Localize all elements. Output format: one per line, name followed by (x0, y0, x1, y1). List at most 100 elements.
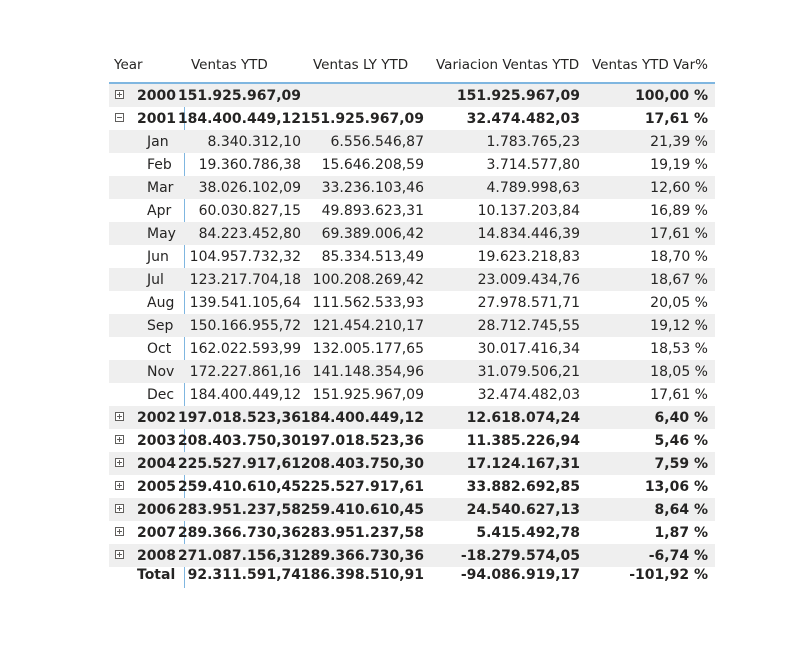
month-row[interactable]: Feb 19.360.786,38 15.646.208,59 3.714.577,8… (109, 153, 715, 176)
year-row[interactable]: 2000 151.925.967,09 151.925.967,09 100,00 % (109, 84, 715, 107)
ventas-ytd-cell: 8.340.312,10 (207, 134, 301, 150)
month-row[interactable]: Nov 172.227.861,16 141.148.354,96 31.079.50… (109, 360, 715, 383)
ventas-ytd-cell: 184.400.449,12 (177, 111, 301, 127)
var-pct-cell: 19,19 % (650, 157, 708, 173)
ventas-ytd-cell: 123.217.704,18 (189, 272, 301, 288)
year-row[interactable]: 2004 225.527.917,61 208.403.750,30 17.124.1… (109, 452, 715, 475)
year-row[interactable]: 2005 259.410.610,45 225.527.917,61 33.882.6… (109, 475, 715, 498)
var-pct-cell: -6,74 % (648, 548, 708, 564)
variacion-cell: 32.474.482,03 (477, 387, 580, 403)
variacion-cell: 151.925.967,09 (456, 88, 580, 104)
ventas-ly-ytd-cell: 15.646.208,59 (321, 157, 424, 173)
variacion-cell: 17.124.167,31 (466, 456, 580, 472)
ventas-ly-ytd-cell: 151.925.967,09 (300, 111, 424, 127)
year-label: 2003 (137, 433, 176, 449)
expand-plus-icon[interactable] (115, 412, 124, 421)
variacion-cell: 30.017.416,34 (477, 341, 580, 357)
total-ventas-ytd-cell: 92.311.591,74 (187, 567, 301, 583)
year-row[interactable]: 2006 283.951.237,58 259.410.610,45 24.540.6… (109, 498, 715, 521)
collapse-minus-icon[interactable] (115, 113, 124, 122)
ventas-ly-ytd-cell: 259.410.610,45 (300, 502, 424, 518)
year-row[interactable]: 2002 197.018.523,36 184.400.449,12 12.618.0… (109, 406, 715, 429)
variacion-cell: 19.623.218,83 (477, 249, 580, 265)
month-row[interactable]: Jan 8.340.312,10 6.556.546,87 1.783.765,23 2… (109, 130, 715, 153)
header-ventas-ytd[interactable]: Ventas YTD (191, 57, 268, 73)
month-row[interactable]: Jun 104.957.732,32 85.334.513,49 19.623.218… (109, 245, 715, 268)
var-pct-cell: 17,61 % (644, 111, 708, 127)
variacion-cell: 14.834.446,39 (477, 226, 580, 242)
ventas-ly-ytd-cell: 151.925.967,09 (312, 387, 424, 403)
ventas-ytd-cell: 60.030.827,15 (198, 203, 301, 219)
variacion-cell: 33.882.692,85 (466, 479, 580, 495)
year-row[interactable]: 2008 271.087.156,31 289.366.730,36 -18.279.… (109, 544, 715, 567)
variacion-cell: 28.712.745,55 (477, 318, 580, 334)
ventas-ly-ytd-cell: 69.389.006,42 (321, 226, 424, 242)
ventas-ytd-cell: 289.366.730,36 (177, 525, 301, 541)
year-label: 2007 (137, 525, 176, 541)
ventas-ytd-cell: 38.026.102,09 (198, 180, 301, 196)
total-label: Total (137, 567, 176, 583)
expand-plus-icon[interactable] (115, 527, 124, 536)
month-row[interactable]: May 84.223.452,80 69.389.006,42 14.834.446,… (109, 222, 715, 245)
ventas-ytd-cell: 259.410.610,45 (177, 479, 301, 495)
variacion-cell: 27.978.571,71 (477, 295, 580, 311)
header-ventas-ytd-var-pct[interactable]: Ventas YTD Var% (592, 57, 708, 73)
ventas-ly-ytd-cell: 283.951.237,58 (300, 525, 424, 541)
variacion-cell: 3.714.577,80 (486, 157, 580, 173)
expand-plus-icon[interactable] (115, 90, 124, 99)
month-row[interactable]: Apr 60.030.827,15 49.893.623,31 10.137.203,… (109, 199, 715, 222)
var-pct-cell: 13,06 % (644, 479, 708, 495)
month-label: Aug (147, 295, 175, 311)
month-row[interactable]: Jul 123.217.704,18 100.208.269,42 23.009.43… (109, 268, 715, 291)
variacion-cell: 5.415.492,78 (476, 525, 580, 541)
month-row[interactable]: Mar 38.026.102,09 33.236.103,46 4.789.998,6… (109, 176, 715, 199)
expand-plus-icon[interactable] (115, 550, 124, 559)
expand-plus-icon[interactable] (115, 458, 124, 467)
column-header-row: Year Ventas YTD Ventas LY YTD Variacion … (109, 55, 715, 84)
var-pct-cell: 21,39 % (650, 134, 708, 150)
var-pct-cell: 8,64 % (654, 502, 708, 518)
year-row[interactable]: 2003 208.403.750,30 197.018.523,36 11.385.2… (109, 429, 715, 452)
ventas-ytd-cell: 283.951.237,58 (177, 502, 301, 518)
month-label: May (147, 226, 176, 242)
ventas-ytd-cell: 162.022.593,99 (189, 341, 301, 357)
ventas-ly-ytd-cell: 111.562.533,93 (312, 295, 424, 311)
month-row[interactable]: Oct 162.022.593,99 132.005.177,65 30.017.41… (109, 337, 715, 360)
year-label: 2002 (137, 410, 176, 426)
year-label: 2005 (137, 479, 176, 495)
ventas-ytd-cell: 19.360.786,38 (198, 157, 301, 173)
ventas-ly-ytd-cell: 184.400.449,12 (300, 410, 424, 426)
month-row[interactable]: Dec 184.400.449,12 151.925.967,09 32.474.48… (109, 383, 715, 406)
header-variacion-ventas-ytd[interactable]: Variacion Ventas YTD (436, 57, 580, 73)
year-row[interactable]: 2001 184.400.449,12 151.925.967,09 32.474.4… (109, 107, 715, 130)
var-pct-cell: 16,89 % (650, 203, 708, 219)
variacion-cell: 31.079.506,21 (477, 364, 580, 380)
month-row[interactable]: Aug 139.541.105,64 111.562.533,93 27.978.57… (109, 291, 715, 314)
variacion-cell: 32.474.482,03 (466, 111, 580, 127)
ventas-ly-ytd-cell: 85.334.513,49 (321, 249, 424, 265)
month-label: Dec (147, 387, 175, 403)
var-pct-cell: 18,70 % (650, 249, 708, 265)
var-pct-cell: 5,46 % (654, 433, 708, 449)
year-label: 2001 (137, 111, 176, 127)
var-pct-cell: 6,40 % (654, 410, 708, 426)
header-ventas-ly-ytd[interactable]: Ventas LY YTD (313, 57, 409, 73)
header-year[interactable]: Year (114, 57, 143, 73)
ventas-ytd-cell: 184.400.449,12 (189, 387, 301, 403)
expand-plus-icon[interactable] (115, 481, 124, 490)
year-row[interactable]: 2007 289.366.730,36 283.951.237,58 5.415.49… (109, 521, 715, 544)
variacion-cell: 23.009.434,76 (477, 272, 580, 288)
variacion-cell: 11.385.226,94 (466, 433, 580, 449)
year-label: 2000 (137, 88, 176, 104)
expand-plus-icon[interactable] (115, 504, 124, 513)
ventas-ly-ytd-cell: 6.556.546,87 (330, 134, 424, 150)
var-pct-cell: 17,61 % (650, 226, 708, 242)
expand-plus-icon[interactable] (115, 435, 124, 444)
var-pct-cell: 17,61 % (650, 387, 708, 403)
ventas-ly-ytd-cell: 49.893.623,31 (321, 203, 424, 219)
var-pct-cell: 19,12 % (650, 318, 708, 334)
total-var-pct-cell: -101,92 % (629, 567, 708, 583)
month-row[interactable]: Sep 150.166.955,72 121.454.210,17 28.712.74… (109, 314, 715, 337)
ventas-ytd-cell: 139.541.105,64 (189, 295, 301, 311)
month-label: Nov (147, 364, 175, 380)
